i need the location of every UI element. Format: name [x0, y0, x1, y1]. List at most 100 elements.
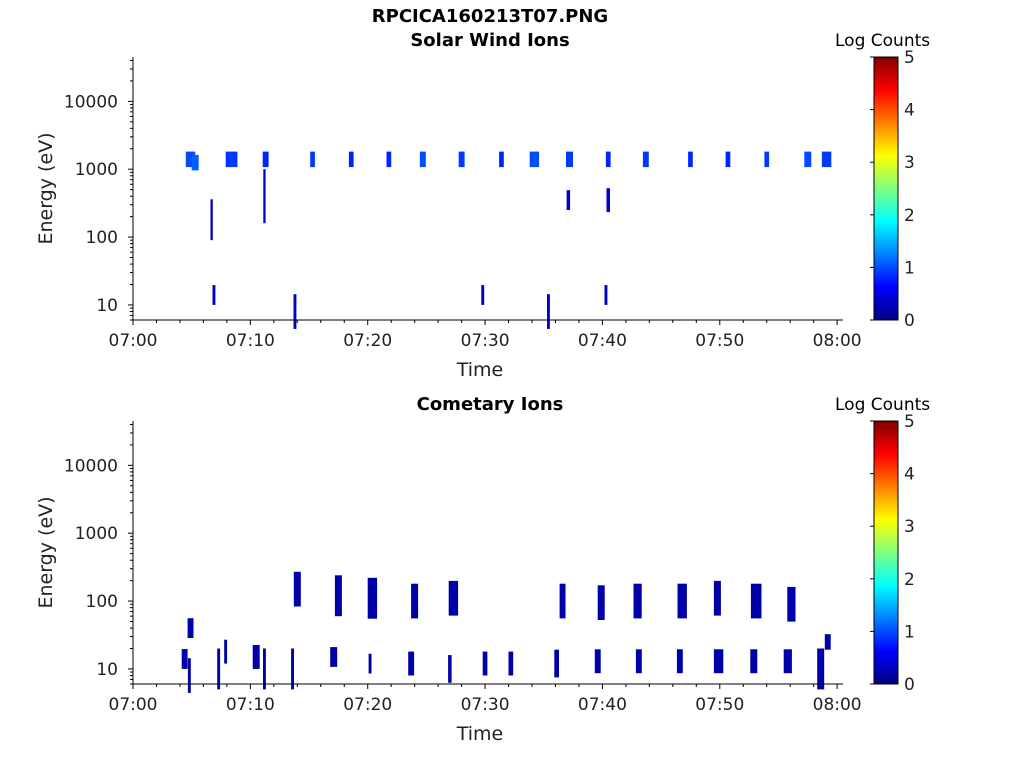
x-tick-label: 07:10	[226, 695, 275, 715]
spectrogram-cell	[263, 169, 266, 224]
colorbar-tick-label: 5	[904, 412, 915, 432]
spectrogram-cell	[824, 634, 831, 650]
y-tick-label: 1000	[75, 524, 118, 544]
spectrogram-cell	[293, 571, 301, 607]
colorbar-tick-label: 0	[904, 675, 915, 695]
spectrogram-cell	[210, 199, 213, 241]
spectrogram-cell	[508, 651, 514, 676]
y-tick-label: 10	[96, 296, 118, 316]
spectrogram-cell	[408, 651, 415, 676]
spectrogram-cell	[604, 285, 608, 305]
spectrogram-cell	[817, 648, 825, 690]
x-axis-label: Time	[456, 359, 504, 381]
x-tick-label: 08:00	[813, 695, 862, 715]
x-tick-label: 07:20	[343, 695, 392, 715]
spectrogram-cell	[566, 151, 573, 168]
y-tick-label: 10000	[64, 92, 118, 112]
spectrogram-cell	[191, 154, 199, 171]
spectrogram-cell	[554, 649, 559, 678]
colorbar-tick-label: 4	[904, 465, 915, 485]
spectrogram-cell	[330, 647, 338, 667]
spectrogram-cell	[566, 190, 571, 210]
x-tick-label: 07:10	[226, 331, 275, 351]
spectrogram-cell	[750, 649, 758, 674]
spectrogram-cell	[367, 577, 378, 619]
bottom-panel-title: Cometary Ions	[416, 394, 564, 415]
spectrogram-cell	[185, 151, 196, 168]
spectrogram-cell	[310, 151, 315, 168]
x-axis-label: Time	[456, 723, 504, 745]
x-tick-label: 07:00	[109, 331, 158, 351]
spectrogram-cell	[263, 648, 266, 690]
plot-area	[133, 421, 843, 684]
spectrogram-cell	[481, 285, 485, 305]
spectrogram-cell	[677, 583, 687, 619]
plot-area	[133, 57, 843, 320]
spectrogram-cell	[262, 151, 269, 168]
x-tick-label: 08:00	[813, 331, 862, 351]
colorbar-tick-label: 1	[904, 622, 915, 642]
top-colorbar-label: Log Counts	[835, 31, 931, 51]
figure-filename-title: RPCICA160213T07.PNG	[371, 6, 609, 27]
spectrogram-cell	[547, 294, 550, 329]
y-axis-label: Energy (eV)	[35, 496, 57, 608]
colorbar-tick-label: 3	[904, 153, 915, 173]
y-tick-label: 10	[96, 660, 118, 680]
spectrogram-cell	[787, 586, 796, 622]
spectrogram-cell	[606, 188, 610, 213]
spectrogram-cell	[448, 655, 452, 683]
spectrogram-cell	[529, 151, 540, 168]
spectrogram-cell	[559, 583, 566, 619]
spectrogram-cell	[187, 618, 194, 638]
spectrogram-cell	[750, 583, 762, 619]
colorbar-tick-label: 3	[904, 517, 915, 537]
colorbar-tick-label: 0	[904, 311, 915, 331]
spectrogram-cell	[764, 151, 770, 168]
x-tick-label: 07:50	[695, 695, 744, 715]
x-tick-label: 07:30	[461, 695, 510, 715]
cometary-ions-panel: 07:00 07:10 07:20 07:30 07:40 07:50 08:0010100…	[35, 412, 915, 745]
spectrogram-cell	[291, 648, 294, 690]
colorbar-tick-label: 2	[904, 206, 915, 226]
y-tick-label: 1000	[75, 160, 118, 180]
spectrogram-cell	[386, 151, 392, 168]
spectrogram-cell	[217, 648, 221, 690]
colorbar	[873, 420, 899, 685]
x-tick-label: 07:30	[461, 331, 510, 351]
spectrogram-cell	[252, 645, 260, 669]
spectrogram-cell	[458, 151, 465, 168]
solar-wind-panel: 07:00 07:10 07:20 07:30 07:40 07:50 08:0010100…	[35, 48, 915, 381]
colorbar-tick-label: 1	[904, 258, 915, 278]
top-panel-title: Solar Wind Ions	[410, 30, 570, 51]
spectrogram-cell	[419, 151, 426, 168]
spectrogram-cell	[783, 649, 792, 674]
spectrogram-cell	[187, 658, 191, 693]
spectrogram-cell	[713, 649, 724, 674]
spectrogram-cell	[411, 583, 419, 619]
colorbar-tick-label: 2	[904, 570, 915, 590]
bottom-colorbar-label: Log Counts	[835, 395, 931, 415]
spectrogram-cell	[293, 294, 297, 329]
spectrogram-cell	[348, 151, 354, 168]
spectrogram-cell	[212, 285, 216, 305]
spectrogram-cell	[181, 649, 188, 669]
spectrogram-cell	[635, 649, 642, 674]
colorbar	[873, 56, 899, 321]
spectrogram-cell	[633, 583, 642, 619]
spectrogram-cell	[821, 151, 832, 168]
spectrogram-cell	[804, 151, 812, 168]
x-tick-label: 07:50	[695, 331, 744, 351]
y-tick-label: 100	[86, 592, 118, 612]
colorbar-tick-label: 5	[904, 48, 915, 68]
spectrogram-cell	[688, 151, 693, 168]
y-axis-label: Energy (eV)	[35, 132, 57, 244]
spectrogram-cell	[713, 580, 721, 616]
spectrogram-cell	[334, 575, 342, 617]
spectrogram-cell	[594, 649, 601, 674]
x-tick-label: 07:00	[109, 695, 158, 715]
y-tick-label: 10000	[64, 456, 118, 476]
colorbar-tick-label: 4	[904, 101, 915, 121]
spectrogram-cell	[368, 653, 372, 674]
